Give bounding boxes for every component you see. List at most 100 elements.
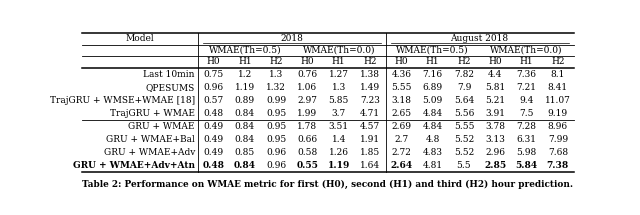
Text: 1.27: 1.27 bbox=[329, 70, 349, 79]
Text: 0.95: 0.95 bbox=[266, 109, 286, 118]
Text: 7.82: 7.82 bbox=[454, 70, 474, 79]
Text: 1.3: 1.3 bbox=[332, 83, 346, 92]
Text: H2: H2 bbox=[364, 57, 377, 66]
Text: 2.64: 2.64 bbox=[390, 161, 412, 170]
Text: 4.84: 4.84 bbox=[422, 122, 443, 131]
Text: TrajGRU + WMSE+WMAE [18]: TrajGRU + WMSE+WMAE [18] bbox=[50, 96, 195, 105]
Text: WMAE(Th=0.5): WMAE(Th=0.5) bbox=[209, 46, 281, 55]
Text: 1.78: 1.78 bbox=[298, 122, 317, 131]
Text: 1.06: 1.06 bbox=[298, 83, 317, 92]
Text: 0.96: 0.96 bbox=[266, 161, 286, 170]
Text: 5.81: 5.81 bbox=[485, 83, 506, 92]
Text: H0: H0 bbox=[207, 57, 220, 66]
Text: H1: H1 bbox=[426, 57, 440, 66]
Text: Model: Model bbox=[126, 34, 154, 43]
Text: 0.96: 0.96 bbox=[266, 148, 286, 157]
Text: 0.95: 0.95 bbox=[266, 122, 286, 131]
Text: 2.97: 2.97 bbox=[298, 96, 317, 105]
Text: 1.4: 1.4 bbox=[332, 135, 346, 144]
Text: 4.84: 4.84 bbox=[422, 109, 443, 118]
Text: 1.64: 1.64 bbox=[360, 161, 380, 170]
Text: 2.72: 2.72 bbox=[392, 148, 412, 157]
Text: 3.7: 3.7 bbox=[332, 109, 346, 118]
Text: 3.18: 3.18 bbox=[391, 96, 412, 105]
Text: 4.83: 4.83 bbox=[422, 148, 443, 157]
Text: 5.52: 5.52 bbox=[454, 148, 474, 157]
Text: 3.91: 3.91 bbox=[485, 109, 505, 118]
Text: 0.48: 0.48 bbox=[202, 161, 225, 170]
Text: 1.99: 1.99 bbox=[298, 109, 317, 118]
Text: 0.49: 0.49 bbox=[204, 135, 223, 144]
Text: WMAE(Th=0.0): WMAE(Th=0.0) bbox=[490, 46, 563, 55]
Text: August 2018: August 2018 bbox=[451, 34, 509, 43]
Text: GRU + WMAE+Bal: GRU + WMAE+Bal bbox=[106, 135, 195, 144]
Text: 5.84: 5.84 bbox=[515, 161, 538, 170]
Text: H2: H2 bbox=[551, 57, 564, 66]
Text: 7.9: 7.9 bbox=[457, 83, 471, 92]
Text: H0: H0 bbox=[301, 57, 314, 66]
Text: WMAE(Th=0.0): WMAE(Th=0.0) bbox=[303, 46, 375, 55]
Text: 2.7: 2.7 bbox=[394, 135, 408, 144]
Text: 9.19: 9.19 bbox=[548, 109, 568, 118]
Text: 0.84: 0.84 bbox=[235, 122, 255, 131]
Text: 0.48: 0.48 bbox=[204, 109, 223, 118]
Text: 3.51: 3.51 bbox=[329, 122, 349, 131]
Text: 9.4: 9.4 bbox=[520, 96, 534, 105]
Text: 11.07: 11.07 bbox=[545, 96, 571, 105]
Text: 0.99: 0.99 bbox=[266, 96, 286, 105]
Text: 8.1: 8.1 bbox=[550, 70, 565, 79]
Text: QPESUMS: QPESUMS bbox=[146, 83, 195, 92]
Text: 3.13: 3.13 bbox=[485, 135, 505, 144]
Text: 0.89: 0.89 bbox=[235, 96, 255, 105]
Text: 1.38: 1.38 bbox=[360, 70, 380, 79]
Text: 1.19: 1.19 bbox=[235, 83, 255, 92]
Text: 1.26: 1.26 bbox=[329, 148, 349, 157]
Text: 4.71: 4.71 bbox=[360, 109, 380, 118]
Text: 0.55: 0.55 bbox=[296, 161, 318, 170]
Text: 7.5: 7.5 bbox=[519, 109, 534, 118]
Text: 6.31: 6.31 bbox=[516, 135, 536, 144]
Text: GRU + WMAE+Adv: GRU + WMAE+Adv bbox=[104, 148, 195, 157]
Text: Table 2: Performance on WMAE metric for first (H0), second (H1) and third (H2) h: Table 2: Performance on WMAE metric for … bbox=[83, 180, 573, 189]
Text: 4.36: 4.36 bbox=[391, 70, 412, 79]
Text: 7.16: 7.16 bbox=[422, 70, 443, 79]
Text: 5.85: 5.85 bbox=[328, 96, 349, 105]
Text: 4.81: 4.81 bbox=[422, 161, 443, 170]
Text: 0.95: 0.95 bbox=[266, 135, 286, 144]
Text: 2018: 2018 bbox=[280, 34, 303, 43]
Text: 7.23: 7.23 bbox=[360, 96, 380, 105]
Text: 0.49: 0.49 bbox=[204, 122, 223, 131]
Text: 0.84: 0.84 bbox=[234, 161, 256, 170]
Text: 8.96: 8.96 bbox=[548, 122, 568, 131]
Text: H2: H2 bbox=[457, 57, 470, 66]
Text: 1.32: 1.32 bbox=[266, 83, 286, 92]
Text: 5.21: 5.21 bbox=[485, 96, 506, 105]
Text: 1.19: 1.19 bbox=[328, 161, 350, 170]
Text: 5.09: 5.09 bbox=[422, 96, 443, 105]
Text: GRU + WMAE: GRU + WMAE bbox=[129, 122, 195, 131]
Text: 2.69: 2.69 bbox=[391, 122, 412, 131]
Text: 8.41: 8.41 bbox=[548, 83, 568, 92]
Text: 5.52: 5.52 bbox=[454, 135, 474, 144]
Text: 0.58: 0.58 bbox=[298, 148, 317, 157]
Text: 5.5: 5.5 bbox=[457, 161, 471, 170]
Text: 2.65: 2.65 bbox=[391, 109, 412, 118]
Text: 2.85: 2.85 bbox=[484, 161, 506, 170]
Text: 6.89: 6.89 bbox=[422, 83, 443, 92]
Text: 3.78: 3.78 bbox=[485, 122, 505, 131]
Text: 0.75: 0.75 bbox=[204, 70, 223, 79]
Text: H1: H1 bbox=[332, 57, 346, 66]
Text: 1.3: 1.3 bbox=[269, 70, 284, 79]
Text: 7.21: 7.21 bbox=[516, 83, 536, 92]
Text: 1.49: 1.49 bbox=[360, 83, 380, 92]
Text: 0.49: 0.49 bbox=[204, 148, 223, 157]
Text: 7.28: 7.28 bbox=[516, 122, 536, 131]
Text: H0: H0 bbox=[488, 57, 502, 66]
Text: GRU + WMAE+Adv+Atn: GRU + WMAE+Adv+Atn bbox=[73, 161, 195, 170]
Text: WMAE(Th=0.5): WMAE(Th=0.5) bbox=[396, 46, 469, 55]
Text: 5.64: 5.64 bbox=[454, 96, 474, 105]
Text: 7.99: 7.99 bbox=[548, 135, 568, 144]
Text: 5.55: 5.55 bbox=[391, 83, 412, 92]
Text: 0.85: 0.85 bbox=[235, 148, 255, 157]
Text: 1.91: 1.91 bbox=[360, 135, 380, 144]
